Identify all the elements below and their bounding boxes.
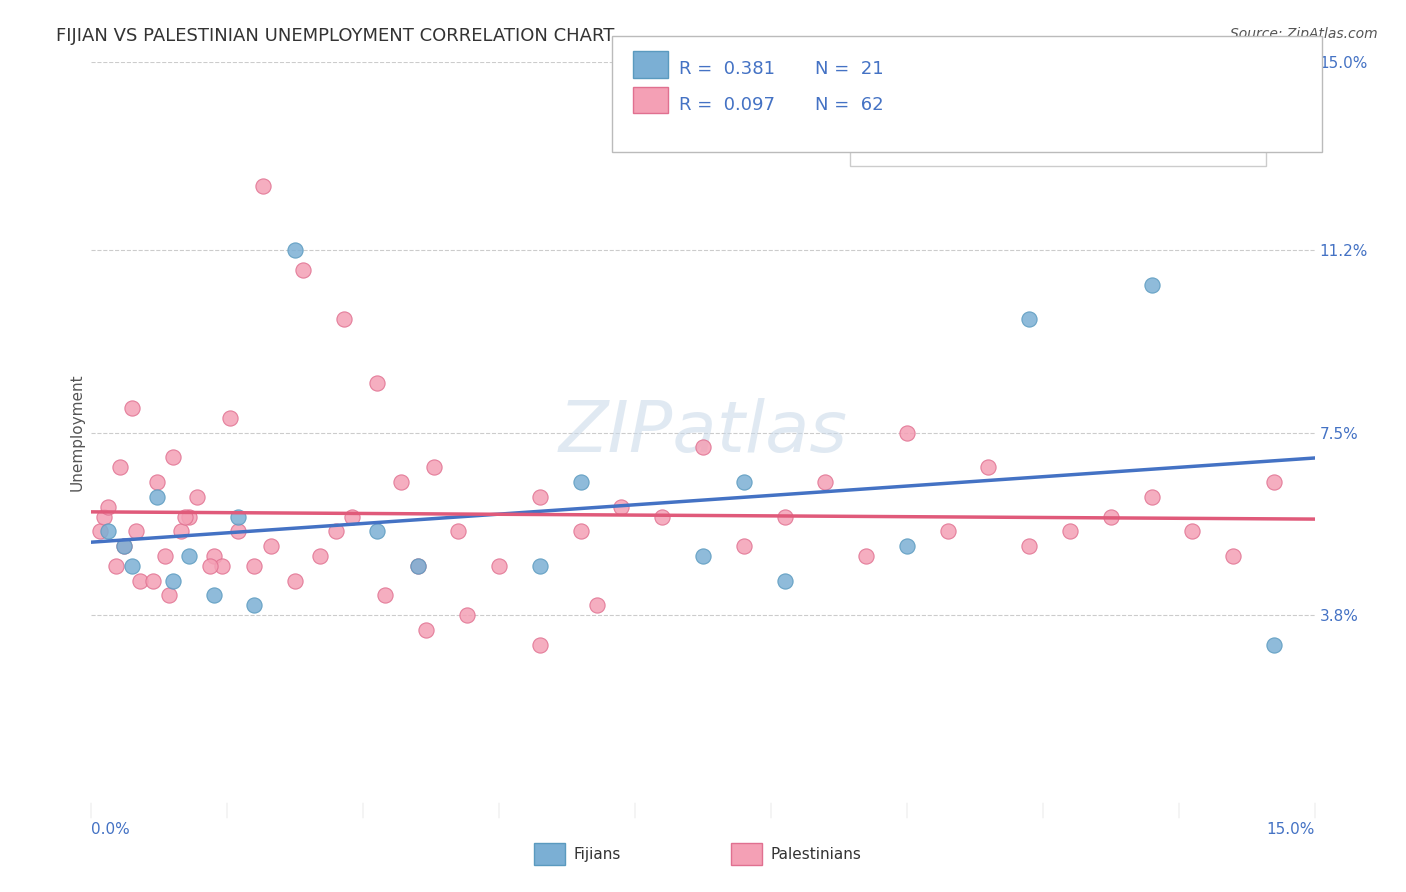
Point — [333, 312, 356, 326]
Point — [108, 460, 131, 475]
Point — [406, 558, 429, 573]
Point — [153, 549, 176, 563]
Text: Palestinians: Palestinians — [770, 847, 862, 862]
Point — [1140, 277, 1163, 292]
Point — [1140, 490, 1163, 504]
Point — [374, 589, 396, 603]
Point — [145, 475, 167, 489]
Point — [447, 524, 470, 539]
Point — [308, 549, 330, 563]
Point — [292, 262, 315, 277]
Bar — [849, 78, 1265, 166]
Point — [252, 178, 274, 193]
Point — [406, 558, 429, 573]
Point — [1181, 524, 1204, 539]
Point — [569, 475, 592, 489]
Text: R =  0.381: R = 0.381 — [679, 60, 775, 78]
Text: ZIPatlas: ZIPatlas — [558, 398, 848, 467]
Point — [814, 475, 837, 489]
Point — [141, 574, 163, 588]
Point — [342, 509, 364, 524]
Point — [104, 558, 127, 573]
Point — [733, 475, 755, 489]
Point — [389, 475, 412, 489]
Point — [415, 623, 437, 637]
Point — [1018, 312, 1040, 326]
Point — [366, 524, 388, 539]
Point — [1263, 475, 1285, 489]
Point — [773, 509, 796, 524]
Point — [179, 549, 201, 563]
Point — [1222, 549, 1244, 563]
Point — [121, 558, 143, 573]
Point — [977, 460, 1000, 475]
Point — [157, 589, 180, 603]
Point — [219, 410, 242, 425]
Point — [97, 524, 120, 539]
Point — [692, 549, 714, 563]
Point — [226, 509, 249, 524]
Text: 0.0%: 0.0% — [91, 822, 131, 837]
Point — [89, 524, 111, 539]
Text: 15.0%: 15.0% — [1267, 822, 1315, 837]
Point — [202, 589, 225, 603]
Text: N =  62: N = 62 — [815, 95, 884, 113]
Point — [936, 524, 959, 539]
Point — [260, 539, 283, 553]
Point — [129, 574, 152, 588]
Point — [1099, 509, 1122, 524]
Point — [325, 524, 347, 539]
Point — [1059, 524, 1081, 539]
Point — [855, 549, 877, 563]
Point — [112, 539, 135, 553]
Point — [170, 524, 193, 539]
Text: Source: ZipAtlas.com: Source: ZipAtlas.com — [1230, 27, 1378, 41]
Point — [896, 425, 918, 440]
Point — [145, 490, 167, 504]
Point — [529, 638, 551, 652]
Point — [529, 490, 551, 504]
Point — [125, 524, 148, 539]
Point — [112, 539, 135, 553]
Point — [423, 460, 446, 475]
Point — [456, 608, 478, 623]
Point — [610, 500, 633, 514]
Point — [284, 574, 307, 588]
Point — [243, 558, 266, 573]
Point — [569, 524, 592, 539]
Point — [651, 509, 673, 524]
Text: R =  0.097: R = 0.097 — [679, 95, 775, 113]
Point — [162, 450, 184, 465]
Point — [284, 243, 307, 257]
Point — [202, 549, 225, 563]
Point — [226, 524, 249, 539]
Point — [186, 490, 208, 504]
Point — [692, 441, 714, 455]
Text: N =  21: N = 21 — [815, 60, 884, 78]
Point — [179, 509, 201, 524]
Point — [97, 500, 120, 514]
Point — [773, 574, 796, 588]
Point — [1018, 539, 1040, 553]
Point — [162, 574, 184, 588]
Point — [198, 558, 221, 573]
Point — [366, 376, 388, 391]
Point — [243, 599, 266, 613]
Point — [733, 539, 755, 553]
Text: Fijians: Fijians — [574, 847, 621, 862]
Point — [174, 509, 197, 524]
Point — [488, 558, 510, 573]
Y-axis label: Unemployment: Unemployment — [69, 374, 84, 491]
Point — [93, 509, 115, 524]
Point — [586, 599, 609, 613]
Text: FIJIAN VS PALESTINIAN UNEMPLOYMENT CORRELATION CHART: FIJIAN VS PALESTINIAN UNEMPLOYMENT CORRE… — [56, 27, 614, 45]
Point — [896, 539, 918, 553]
Point — [529, 558, 551, 573]
Point — [1263, 638, 1285, 652]
Point — [121, 401, 143, 415]
Point — [211, 558, 233, 573]
